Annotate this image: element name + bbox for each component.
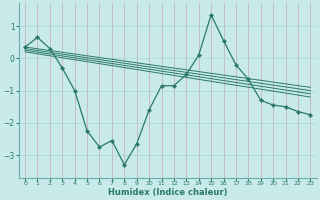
- X-axis label: Humidex (Indice chaleur): Humidex (Indice chaleur): [108, 188, 228, 197]
